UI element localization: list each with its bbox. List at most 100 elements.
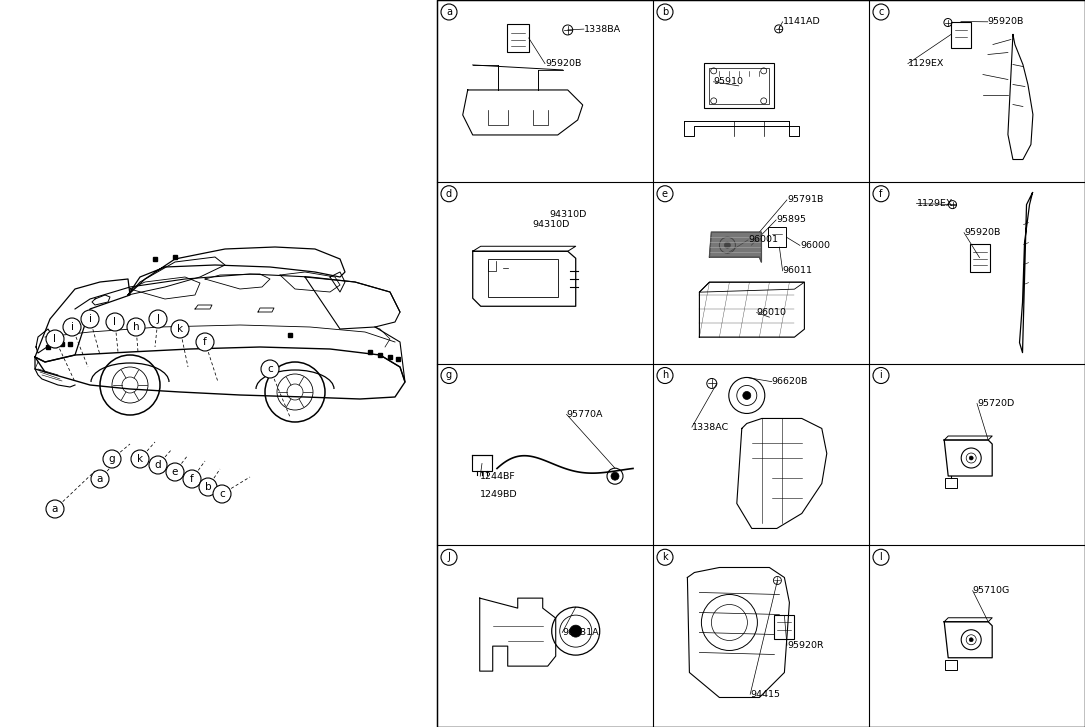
Text: k: k — [177, 324, 183, 334]
Text: 95710G: 95710G — [972, 586, 1010, 595]
Text: 94310D: 94310D — [533, 220, 570, 229]
Text: 94415: 94415 — [750, 690, 780, 699]
Bar — [945, 660, 957, 670]
Circle shape — [46, 330, 64, 348]
Text: 95791B: 95791B — [787, 196, 824, 204]
Text: d: d — [446, 189, 452, 198]
Text: J: J — [447, 553, 450, 562]
Text: l: l — [53, 334, 56, 344]
Circle shape — [149, 456, 167, 474]
Text: 95720D: 95720D — [976, 399, 1014, 408]
Text: a: a — [446, 7, 452, 17]
Text: 1129EX: 1129EX — [908, 59, 944, 68]
Text: h: h — [662, 371, 668, 380]
Text: g: g — [108, 454, 115, 464]
Circle shape — [658, 186, 673, 202]
Circle shape — [131, 450, 149, 468]
Text: g: g — [446, 371, 452, 380]
Circle shape — [611, 472, 620, 481]
Text: i: i — [880, 371, 882, 380]
Bar — [709, 68, 768, 104]
Text: e: e — [662, 189, 668, 198]
Text: f: f — [203, 337, 207, 347]
Bar — [775, 616, 794, 640]
Polygon shape — [710, 232, 762, 262]
Text: f: f — [879, 189, 883, 198]
Circle shape — [570, 625, 582, 637]
Circle shape — [127, 318, 145, 336]
Circle shape — [658, 4, 673, 20]
Bar — [970, 244, 990, 272]
Circle shape — [873, 4, 889, 20]
Circle shape — [166, 463, 184, 481]
Circle shape — [196, 333, 214, 351]
Bar — [437, 0, 1085, 727]
Text: 96010: 96010 — [756, 308, 787, 317]
Text: k: k — [662, 553, 667, 562]
Text: b: b — [662, 7, 668, 17]
Text: 95920B: 95920B — [965, 228, 1000, 237]
Text: b: b — [205, 482, 212, 492]
Bar — [945, 478, 957, 488]
Circle shape — [969, 456, 973, 460]
Circle shape — [103, 450, 122, 468]
Text: 1338AC: 1338AC — [692, 422, 729, 432]
Circle shape — [441, 550, 457, 566]
Circle shape — [658, 368, 673, 384]
Text: c: c — [879, 7, 883, 17]
Bar — [704, 63, 774, 108]
Bar — [472, 455, 492, 472]
Text: i: i — [89, 314, 91, 324]
Circle shape — [106, 313, 124, 331]
Text: l: l — [880, 553, 882, 562]
Text: c: c — [219, 489, 225, 499]
Circle shape — [149, 310, 167, 328]
Circle shape — [441, 368, 457, 384]
Text: c: c — [267, 364, 272, 374]
Bar — [507, 24, 528, 52]
Circle shape — [199, 478, 217, 496]
Circle shape — [91, 470, 108, 488]
Circle shape — [261, 360, 279, 378]
Text: d: d — [155, 460, 162, 470]
Text: 94310D: 94310D — [549, 210, 587, 219]
Text: l: l — [114, 317, 116, 327]
Text: 1338BA: 1338BA — [584, 25, 621, 33]
Text: 96000: 96000 — [800, 241, 830, 250]
Bar — [950, 22, 971, 47]
Text: 95920B: 95920B — [545, 59, 582, 68]
Text: 95895: 95895 — [776, 215, 806, 225]
Circle shape — [213, 485, 231, 503]
Text: 1249BD: 1249BD — [481, 490, 518, 499]
Circle shape — [183, 470, 201, 488]
Text: a: a — [97, 474, 103, 484]
Bar — [488, 260, 558, 297]
Text: 1141AD: 1141AD — [782, 17, 820, 26]
Circle shape — [658, 550, 673, 566]
Circle shape — [46, 500, 64, 518]
Text: 96001: 96001 — [748, 236, 778, 244]
Circle shape — [441, 186, 457, 202]
Circle shape — [725, 242, 730, 248]
Circle shape — [873, 186, 889, 202]
Bar — [768, 227, 787, 247]
Circle shape — [873, 550, 889, 566]
Circle shape — [171, 320, 189, 338]
Text: 96620B: 96620B — [771, 377, 808, 386]
Text: a: a — [52, 504, 59, 514]
Text: k: k — [137, 454, 143, 464]
Text: 95770A: 95770A — [566, 410, 603, 419]
Text: J: J — [156, 314, 159, 324]
Circle shape — [81, 310, 99, 328]
Text: h: h — [132, 322, 139, 332]
Circle shape — [441, 4, 457, 20]
Text: i: i — [71, 322, 74, 332]
Circle shape — [743, 391, 751, 399]
Circle shape — [873, 368, 889, 384]
Text: 96011: 96011 — [782, 266, 813, 276]
Text: 95920R: 95920R — [787, 640, 824, 650]
Text: e: e — [171, 467, 178, 477]
Circle shape — [969, 638, 973, 642]
Text: 95910: 95910 — [714, 77, 743, 87]
Text: 1244BF: 1244BF — [481, 472, 516, 481]
